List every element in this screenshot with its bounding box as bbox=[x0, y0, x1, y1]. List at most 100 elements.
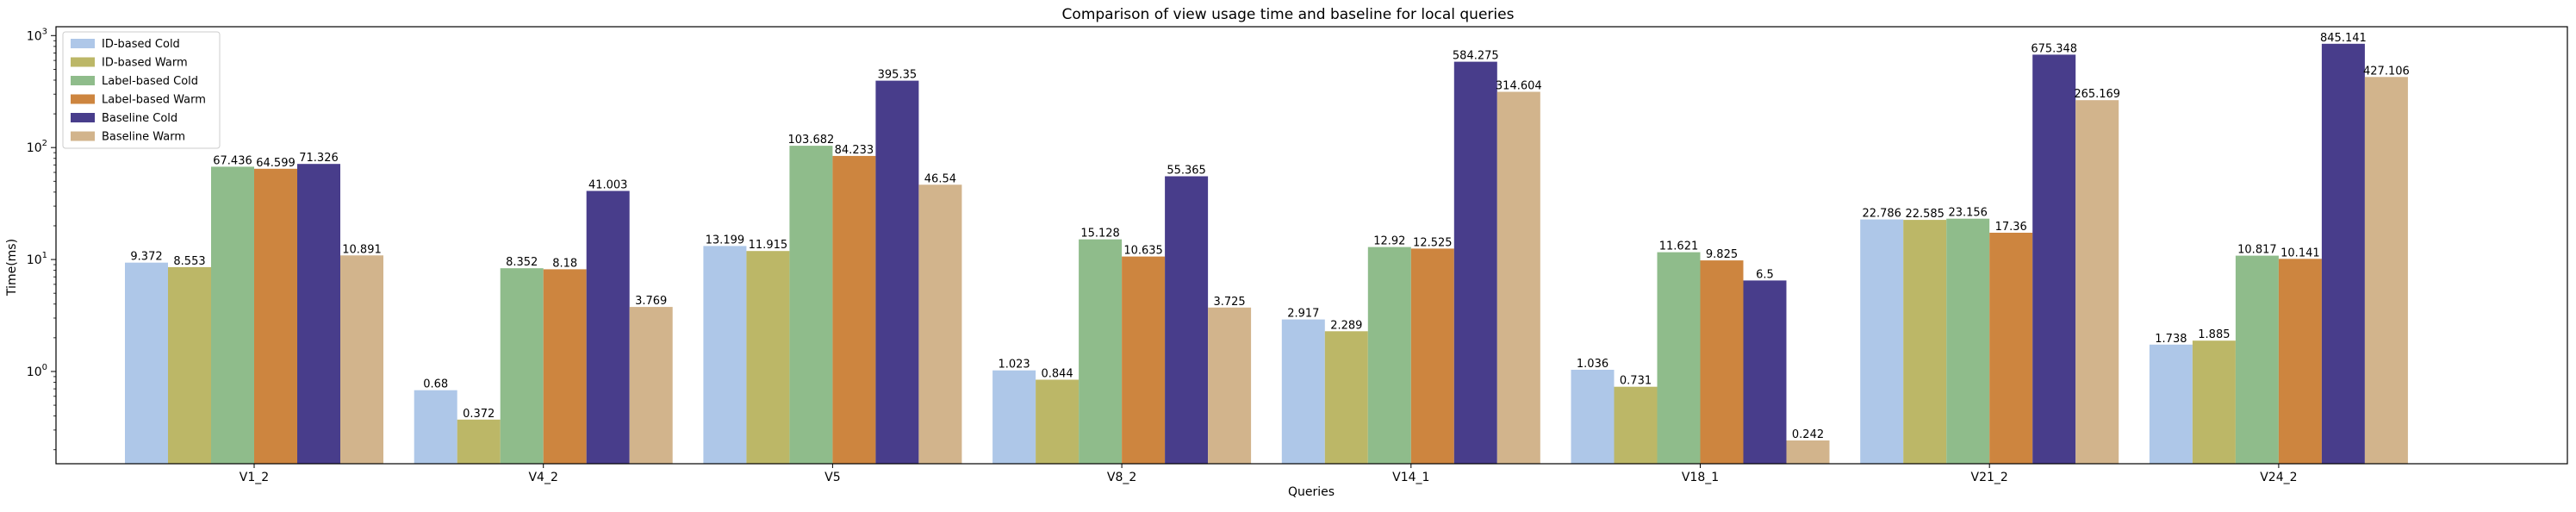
y-tick-label: 102 bbox=[27, 139, 47, 155]
bar bbox=[2149, 344, 2193, 464]
bar bbox=[2278, 259, 2322, 464]
bar bbox=[1036, 379, 1080, 464]
data-label: 427.106 bbox=[2363, 65, 2410, 78]
data-label: 0.242 bbox=[1792, 428, 1824, 441]
bar bbox=[414, 390, 457, 464]
bar bbox=[125, 262, 168, 464]
bar bbox=[500, 268, 544, 464]
data-label: 8.18 bbox=[552, 257, 577, 270]
data-label: 9.372 bbox=[130, 251, 162, 264]
data-label: 395.35 bbox=[878, 69, 918, 82]
data-label: 22.585 bbox=[1905, 208, 1944, 221]
x-tick-label: V4_2 bbox=[528, 471, 557, 484]
y-axis-label: Time(ms) bbox=[5, 239, 19, 297]
data-label: 15.128 bbox=[1080, 228, 1120, 240]
bar bbox=[1614, 386, 1658, 464]
data-label: 11.621 bbox=[1659, 240, 1699, 253]
bar bbox=[457, 419, 501, 464]
legend-swatch bbox=[71, 76, 95, 85]
data-label: 67.436 bbox=[213, 154, 252, 167]
bar bbox=[1903, 220, 1947, 464]
axes-layer: V1_2 V4_2 V5 V8_2 V14_1 V18_1 V21_2 V24_2 100 101… bbox=[27, 26, 2568, 484]
data-labels-layer: 9.372 0.68 13.199 1.023 2.917 1.036 22.786 1.73… bbox=[130, 32, 2409, 441]
data-label: 71.326 bbox=[299, 152, 339, 165]
data-label: 265.169 bbox=[2074, 88, 2120, 101]
data-label: 10.635 bbox=[1123, 245, 1163, 258]
bar bbox=[1165, 176, 1209, 464]
data-label: 23.156 bbox=[1948, 207, 1988, 220]
bar bbox=[875, 80, 919, 464]
bar bbox=[832, 155, 876, 464]
data-label: 0.731 bbox=[1620, 375, 1652, 388]
data-label: 845.141 bbox=[2320, 32, 2367, 45]
data-label: 3.769 bbox=[635, 295, 667, 308]
bar bbox=[1571, 370, 1615, 464]
data-label: 0.844 bbox=[1041, 368, 1073, 381]
legend: ID-based Cold ID-based Warm Label-based Co… bbox=[62, 31, 221, 149]
bar bbox=[297, 164, 340, 464]
legend-swatch bbox=[71, 39, 95, 48]
data-label: 314.604 bbox=[1496, 80, 1542, 93]
bar bbox=[1324, 331, 1368, 464]
legend-label: Baseline Cold bbox=[102, 112, 177, 125]
x-tick-label: V21_2 bbox=[1971, 471, 2008, 484]
bar bbox=[1079, 239, 1123, 464]
bar bbox=[1496, 91, 1540, 464]
data-label: 1.738 bbox=[2155, 333, 2187, 346]
data-label: 10.141 bbox=[2280, 247, 2320, 259]
data-label: 12.525 bbox=[1413, 236, 1453, 249]
data-label: 46.54 bbox=[924, 172, 956, 185]
bar bbox=[2075, 100, 2119, 464]
bar bbox=[1122, 256, 1166, 464]
bar bbox=[2364, 77, 2408, 465]
bar bbox=[543, 269, 587, 464]
data-label: 1.885 bbox=[2198, 328, 2230, 341]
x-tick-label: V18_1 bbox=[1682, 471, 1719, 484]
data-label: 64.599 bbox=[256, 157, 296, 170]
bar bbox=[2235, 255, 2279, 464]
bar bbox=[211, 166, 254, 464]
bar bbox=[1453, 61, 1497, 464]
data-label: 103.682 bbox=[788, 134, 835, 147]
bar bbox=[1700, 260, 1744, 464]
data-label: 12.92 bbox=[1373, 235, 1405, 248]
x-tick-label: V24_2 bbox=[2260, 471, 2297, 484]
data-label: 2.917 bbox=[1287, 308, 1319, 321]
bar bbox=[254, 168, 297, 465]
data-label: 0.68 bbox=[423, 378, 448, 391]
bar bbox=[168, 266, 211, 464]
data-label: 10.891 bbox=[342, 243, 382, 256]
data-label: 9.825 bbox=[1706, 248, 1738, 261]
x-tick-label: V14_1 bbox=[1392, 471, 1429, 484]
bar bbox=[1786, 440, 1830, 464]
legend-swatch bbox=[71, 57, 95, 67]
bar bbox=[1281, 319, 1325, 464]
data-label: 55.365 bbox=[1167, 165, 1206, 178]
data-label: 10.817 bbox=[2237, 244, 2277, 257]
bar bbox=[1860, 219, 1904, 464]
bar bbox=[2321, 43, 2365, 465]
data-label: 11.915 bbox=[749, 239, 788, 252]
legend-label: Label-based Cold bbox=[102, 75, 198, 88]
bar bbox=[918, 184, 962, 465]
legend-box bbox=[62, 31, 221, 149]
bar bbox=[2192, 340, 2236, 464]
bar bbox=[2032, 54, 2076, 465]
bar bbox=[1657, 252, 1701, 464]
data-label: 2.289 bbox=[1330, 319, 1362, 332]
bars-layer bbox=[125, 43, 2408, 465]
data-label: 675.348 bbox=[2031, 42, 2077, 55]
data-label: 0.372 bbox=[463, 408, 495, 421]
legend-swatch bbox=[71, 94, 95, 104]
y-tick-label: 100 bbox=[27, 363, 47, 379]
bar bbox=[1410, 248, 1454, 464]
data-label: 17.36 bbox=[1995, 221, 2027, 234]
bar bbox=[629, 307, 673, 464]
legend-label: ID-based Warm bbox=[102, 57, 188, 70]
bar bbox=[746, 251, 790, 464]
x-tick-label: V5 bbox=[824, 471, 840, 484]
legend-label: Baseline Warm bbox=[102, 131, 185, 144]
data-label: 84.233 bbox=[835, 144, 874, 157]
bar bbox=[586, 190, 630, 464]
data-label: 8.352 bbox=[506, 256, 538, 269]
